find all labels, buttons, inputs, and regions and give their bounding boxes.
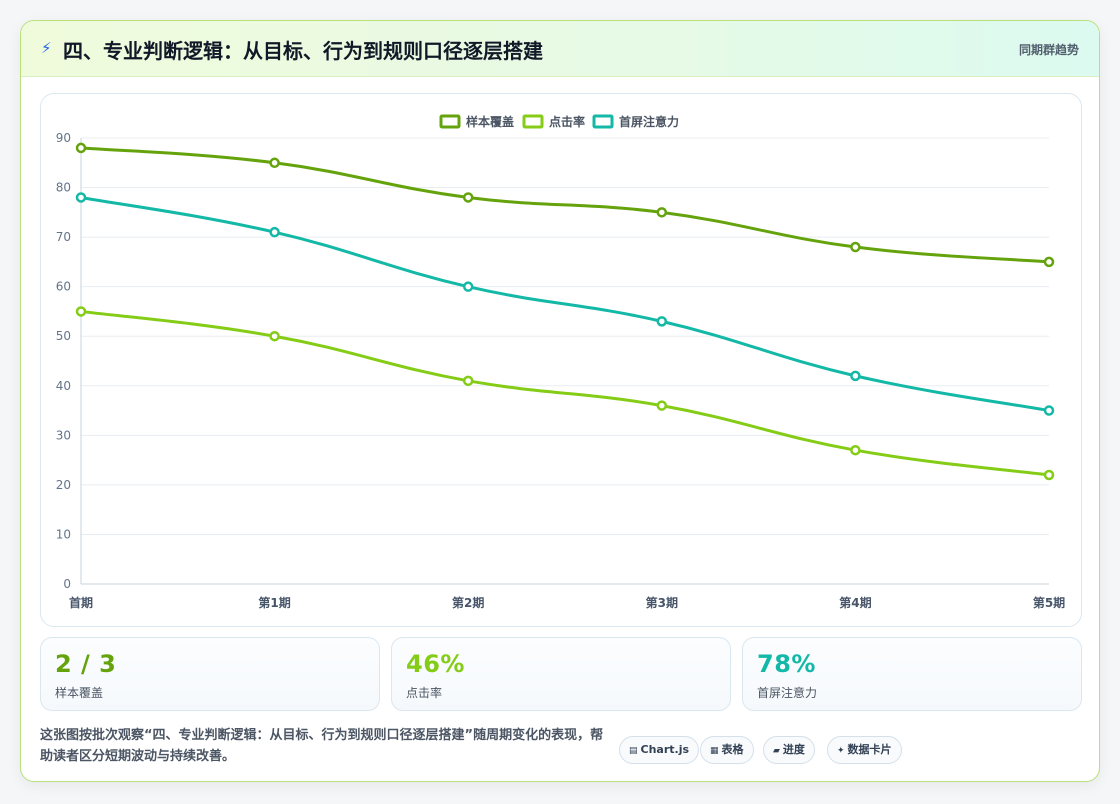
y-tick-label: 10: [56, 527, 71, 541]
y-tick-label: 0: [63, 577, 71, 591]
stat-value: 78%: [757, 650, 816, 678]
chart-description: 这张图按批次观察“四、专业判断逻辑：从目标、行为到规则口径逐层搭建”随周期变化的…: [40, 728, 604, 764]
y-tick-label: 50: [56, 329, 71, 343]
legend-label: 样本覆盖: [466, 114, 514, 129]
chart-panel: 0 10 20 30 40 50 60 70 80 90 首期 第1期 第2期 第3期 第4期 第5期 样本覆…: [40, 93, 1082, 627]
y-tick-label: 20: [56, 478, 71, 492]
x-tick-label: 第5期: [1033, 595, 1065, 610]
tag-label: Chart.js: [640, 743, 690, 756]
y-tick-label: 90: [56, 131, 71, 145]
page-title: 四、专业判断逻辑：从目标、行为到规则口径逐层搭建: [63, 39, 543, 63]
stat-value: 46%: [406, 650, 465, 678]
tag-label: 数据卡片: [847, 743, 892, 756]
x-tick-label: 首期: [69, 595, 93, 610]
data-point: [656, 400, 668, 411]
y-tick-label: 30: [56, 428, 71, 442]
tag-chartjs[interactable]: ▤ Chart.js: [619, 736, 700, 764]
stat-card-sample-coverage: 2 / 3 样本覆盖: [40, 637, 380, 711]
data-point: [1043, 469, 1055, 481]
data-point: [850, 241, 861, 253]
data-point: [75, 192, 87, 203]
stat-label: 点击率: [406, 686, 443, 700]
legend-label: 首屏注意力: [619, 114, 679, 129]
x-tick-label: 第3期: [646, 595, 678, 610]
data-point: [269, 330, 280, 342]
data-point: [269, 226, 280, 238]
table-icon: ▦: [710, 746, 719, 756]
tag-table[interactable]: ▦ 表格: [700, 736, 754, 764]
y-tick-label: 40: [56, 379, 71, 393]
stat-value: 2 / 3: [55, 650, 117, 678]
x-tick-label: 第1期: [258, 595, 290, 610]
data-point: [462, 281, 474, 292]
data-point: [656, 316, 668, 327]
stat-card-ctr: 46% 点击率: [391, 637, 731, 711]
tag-data-card[interactable]: ✦ 数据卡片: [827, 736, 902, 764]
data-point: [850, 444, 861, 456]
x-tick-label: 第2期: [452, 595, 484, 610]
chart-card: ⚡ 四、专业判断逻辑：从目标、行为到规则口径逐层搭建 同期群趋势 0 10 20 30…: [20, 20, 1100, 782]
data-point: [850, 370, 861, 382]
data-point: [656, 207, 668, 218]
cohort-trend-label: 同期群趋势: [1018, 43, 1079, 57]
data-point: [1043, 405, 1055, 416]
tag-label: 表格: [721, 743, 744, 756]
stat-label: 样本覆盖: [55, 686, 104, 700]
stat-cards: 2 / 3 样本覆盖 46% 点击率 78% 首屏注意力: [40, 637, 1082, 711]
sparkle-icon: ✦: [837, 746, 845, 756]
stat-label: 首屏注意力: [757, 686, 818, 700]
legend-swatch: [439, 114, 461, 129]
y-tick-label: 60: [56, 280, 71, 294]
card-header: ⚡ 四、专业判断逻辑：从目标、行为到规则口径逐层搭建 同期群趋势: [21, 21, 1099, 77]
data-point: [1043, 256, 1055, 268]
stat-card-first-screen-attention: 78% 首屏注意力: [742, 637, 1082, 711]
series-line: [79, 195, 1051, 413]
progress-icon: ▰: [773, 746, 780, 756]
lightning-icon: ⚡: [41, 39, 52, 57]
y-tick-label: 70: [56, 230, 71, 244]
data-point: [75, 142, 87, 154]
series-line: [79, 146, 1051, 264]
tag-progress[interactable]: ▰ 进度: [763, 736, 815, 764]
legend-swatch: [522, 114, 544, 129]
tag-label: 进度: [782, 743, 805, 756]
data-point: [269, 157, 280, 169]
legend-label: 点击率: [549, 114, 585, 129]
data-point: [75, 306, 87, 317]
y-tick-label: 80: [56, 181, 71, 195]
legend-swatch: [592, 114, 614, 129]
line-chart: 0 10 20 30 40 50 60 70 80 90 首期 第1期 第2期 第3期 第4期 第5期 样本覆…: [56, 114, 1065, 610]
data-point: [462, 375, 474, 387]
series-line: [79, 309, 1051, 477]
data-point: [462, 192, 474, 203]
x-tick-label: 第4期: [839, 595, 871, 610]
chart-icon: ▤: [629, 746, 638, 756]
